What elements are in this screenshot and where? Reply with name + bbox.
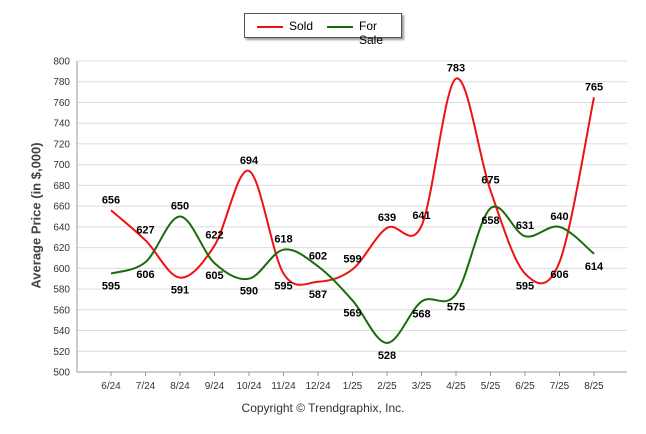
- data-label-for-sale: 575: [447, 301, 465, 313]
- data-label-for-sale: 528: [378, 350, 396, 362]
- data-label-for-sale: 640: [550, 211, 568, 223]
- x-tick-label: 5/25: [481, 381, 501, 392]
- y-tick-label: 740: [53, 119, 70, 130]
- x-tick-label: 6/25: [515, 381, 535, 392]
- legend-label-sold[interactable]: Sold: [289, 19, 314, 33]
- x-tick-label: 4/25: [446, 381, 466, 392]
- y-axis-label: Average Price (in $,000): [28, 142, 44, 289]
- data-labels: 656 627 591 622 694 595 587 599 639 641 783 675 595 6…: [102, 63, 604, 362]
- x-tick-label: 8/24: [170, 381, 190, 392]
- data-label-sold: 627: [136, 224, 154, 236]
- data-label-for-sale: 650: [171, 201, 189, 213]
- x-tick-label: 2/25: [377, 381, 397, 392]
- y-tick-label: 580: [53, 285, 70, 296]
- data-label-for-sale: 602: [309, 250, 327, 262]
- data-label-for-sale: 590: [240, 286, 258, 298]
- y-tick-label: 500: [53, 368, 70, 379]
- y-tick-label: 680: [53, 181, 70, 192]
- data-label-sold: 783: [447, 63, 465, 75]
- data-label-sold: 599: [343, 253, 361, 265]
- x-tick-label: 11/24: [271, 381, 296, 392]
- x-tick-label: 3/25: [412, 381, 432, 392]
- data-label-sold: 675: [481, 175, 499, 187]
- y-tick-label: 660: [53, 202, 70, 213]
- y-tick-label: 760: [53, 98, 70, 109]
- y-tick-label: 640: [53, 222, 70, 233]
- y-tick-label: 800: [53, 57, 70, 68]
- series-line-for-sale: [110, 205, 595, 344]
- y-tick-label: 700: [53, 160, 70, 171]
- x-tick-label: 10/24: [236, 381, 261, 392]
- y-tick-labels: 500 520 540 560 580 600 620 640 660 680 700 720 740 7…: [53, 57, 70, 379]
- series-lines: [110, 77, 595, 344]
- data-label-sold: 595: [516, 281, 534, 293]
- x-tick-labels: 6/24 7/24 8/24 9/24 10/24 11/24 12/24 1/25 2/25 3…: [101, 381, 604, 392]
- legend-swatch-sold: [257, 26, 283, 28]
- data-label-sold: 595: [274, 281, 292, 293]
- y-tick-label: 620: [53, 243, 70, 254]
- data-label-sold: 765: [585, 81, 603, 93]
- data-label-for-sale: 569: [343, 307, 361, 319]
- series-line-sold: [110, 77, 595, 286]
- x-tick-label: 12/24: [305, 381, 330, 392]
- y-tick-label: 540: [53, 326, 70, 337]
- data-label-for-sale: 595: [102, 281, 120, 293]
- x-tick-label: 8/25: [584, 381, 604, 392]
- y-tick-label: 780: [53, 77, 70, 88]
- x-tick-label: 9/24: [205, 381, 225, 392]
- x-tick-label: 6/24: [101, 381, 121, 392]
- data-label-sold: 606: [550, 269, 568, 281]
- legend-swatch-for-sale: [327, 26, 353, 28]
- data-label-sold: 656: [102, 194, 120, 206]
- grid-lines: [77, 60, 627, 373]
- x-tick-label: 7/24: [136, 381, 156, 392]
- y-tick-label: 560: [53, 305, 70, 316]
- data-label-sold: 641: [412, 210, 430, 222]
- copyright-footer: Copyright © Trendgraphix, Inc.: [241, 401, 405, 415]
- data-label-for-sale: 606: [136, 269, 154, 281]
- y-tick-label: 520: [53, 347, 70, 358]
- legend[interactable]: Sold For Sale: [244, 13, 402, 47]
- data-label-for-sale: 631: [516, 220, 534, 232]
- data-label-sold: 591: [171, 285, 189, 297]
- data-label-for-sale: 614: [585, 261, 604, 273]
- data-label-sold: 622: [205, 230, 223, 242]
- x-tick-label: 7/25: [550, 381, 570, 392]
- data-label-sold: 694: [240, 155, 259, 167]
- axes: [76, 61, 627, 376]
- legend-label-for-sale[interactable]: For Sale: [359, 19, 384, 47]
- data-label-for-sale: 618: [274, 234, 292, 246]
- data-label-for-sale: 658: [481, 215, 499, 227]
- data-label-for-sale: 568: [412, 309, 430, 321]
- y-tick-label: 600: [53, 264, 70, 275]
- x-tick-label: 1/25: [343, 381, 363, 392]
- data-label-for-sale: 605: [205, 270, 223, 282]
- data-label-sold: 639: [378, 212, 396, 224]
- y-tick-label: 720: [53, 139, 70, 150]
- data-label-sold: 587: [309, 289, 327, 301]
